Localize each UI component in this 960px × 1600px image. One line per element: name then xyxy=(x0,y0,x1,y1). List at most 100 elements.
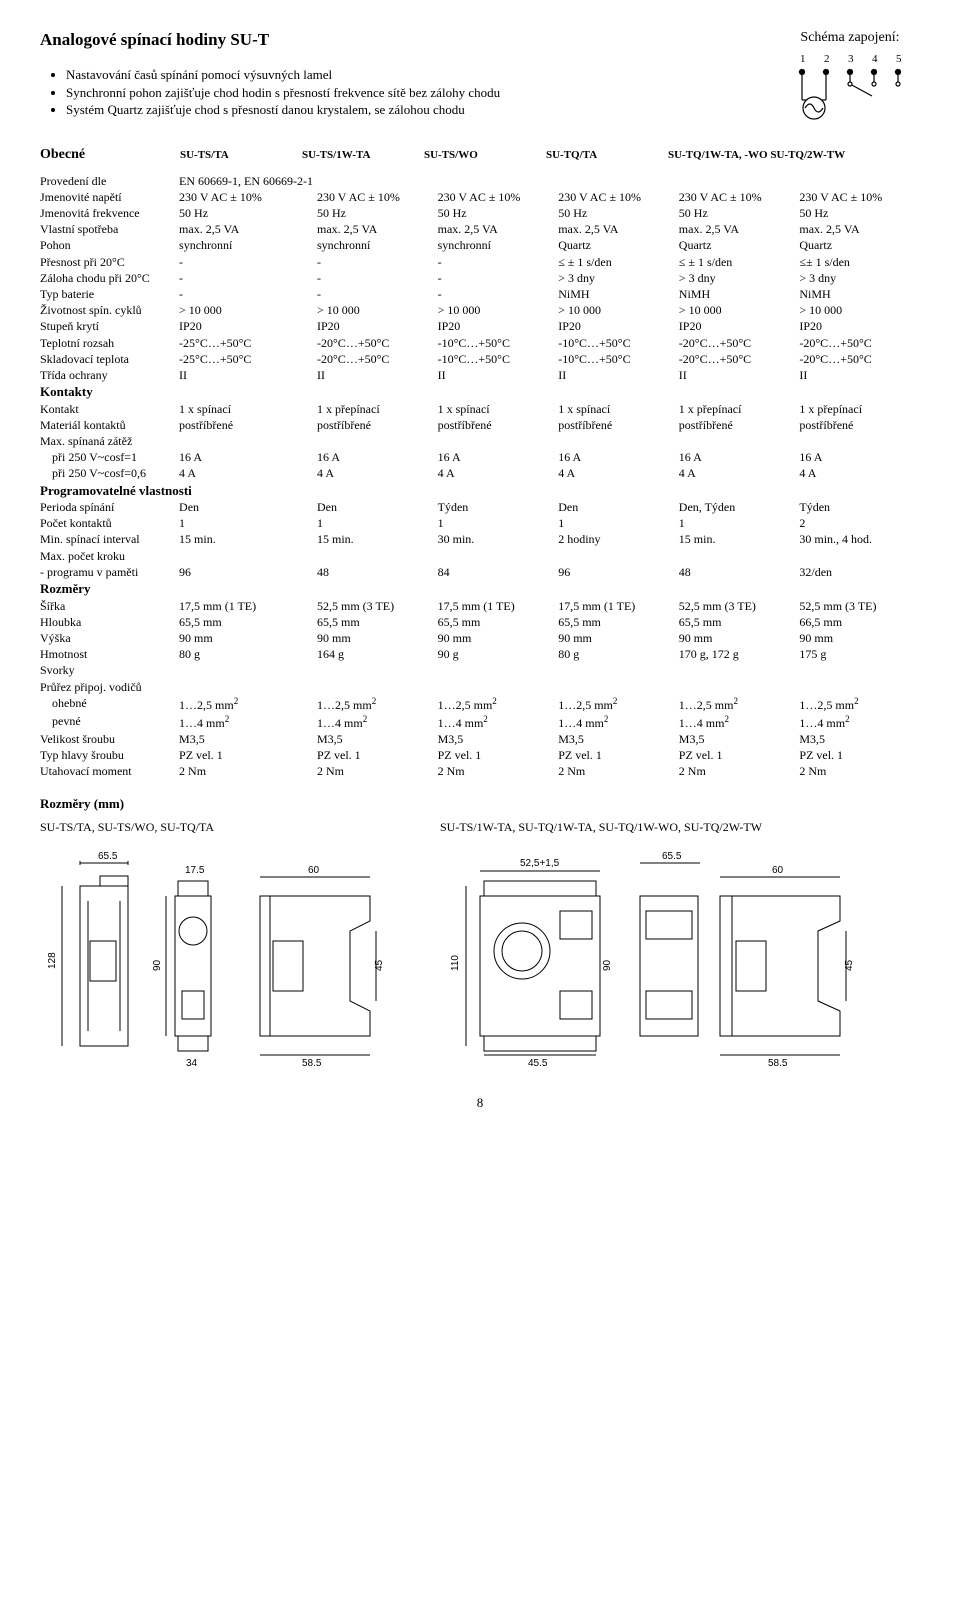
section-head: Rozměry xyxy=(40,580,920,598)
spec-cell: 52,5 mm (3 TE) xyxy=(679,598,800,614)
svg-text:4: 4 xyxy=(872,53,878,65)
spec-cell: PZ vel. 1 xyxy=(558,747,679,763)
spec-cell xyxy=(679,679,800,695)
spec-cell: -10°C…+50°C xyxy=(438,351,559,367)
spec-row-label: při 250 V~cosf=0,6 xyxy=(40,465,179,481)
spec-row-label: - programu v paměti xyxy=(40,564,179,580)
spec-cell xyxy=(438,679,559,695)
spec-cell: 1…2,5 mm2 xyxy=(317,695,438,713)
section-head: Kontakty xyxy=(40,383,920,401)
spec-cell: IP20 xyxy=(438,318,559,334)
col-header: SU-TQ/1W-TA, -WO SU-TQ/2W-TW xyxy=(668,149,912,161)
spec-cell: II xyxy=(799,367,920,383)
spec-cell: > 10 000 xyxy=(558,302,679,318)
spec-cell xyxy=(438,548,559,564)
spec-cell: - xyxy=(317,270,438,286)
drawing-caption: SU-TS/TA, SU-TS/WO, SU-TQ/TA xyxy=(40,820,400,835)
spec-cell: 84 xyxy=(438,564,559,580)
svg-text:5: 5 xyxy=(896,53,902,65)
spec-cell: 50 Hz xyxy=(317,205,438,221)
spec-cell: 16 A xyxy=(317,449,438,465)
spec-cell: postříbřené xyxy=(799,417,920,433)
spec-cell: synchronní xyxy=(438,237,559,253)
spec-cell: -10°C…+50°C xyxy=(558,351,679,367)
spec-cell: 52,5 mm (3 TE) xyxy=(317,598,438,614)
spec-cell: 1…2,5 mm2 xyxy=(799,695,920,713)
spec-cell: 4 A xyxy=(179,465,317,481)
spec-cell: Quartz xyxy=(679,237,800,253)
spec-cell: Quartz xyxy=(558,237,679,253)
spec-row-label: při 250 V~cosf=1 xyxy=(40,449,179,465)
spec-cell: 170 g, 172 g xyxy=(679,646,800,662)
spec-row-label: Materiál kontaktů xyxy=(40,417,179,433)
spec-cell: IP20 xyxy=(179,318,317,334)
spec-cell: 1…2,5 mm2 xyxy=(558,695,679,713)
spec-cell: Den xyxy=(558,499,679,515)
spec-cell: 16 A xyxy=(438,449,559,465)
spec-row-label: Kontakt xyxy=(40,401,179,417)
spec-cell: 16 A xyxy=(679,449,800,465)
spec-row-label: Stupeň krytí xyxy=(40,318,179,334)
svg-text:52,5+1,5: 52,5+1,5 xyxy=(520,858,560,869)
spec-cell: M3,5 xyxy=(679,731,800,747)
spec-cell: PZ vel. 1 xyxy=(799,747,920,763)
spec-cell xyxy=(558,173,679,189)
spec-row-label: Šířka xyxy=(40,598,179,614)
spec-cell: 50 Hz xyxy=(679,205,800,221)
spec-table: Provedení dleEN 60669-1, EN 60669-2-1Jme… xyxy=(40,173,920,780)
spec-cell: PZ vel. 1 xyxy=(679,747,800,763)
svg-text:1: 1 xyxy=(800,53,806,65)
spec-cell: II xyxy=(679,367,800,383)
spec-cell xyxy=(558,679,679,695)
spec-cell xyxy=(317,548,438,564)
spec-cell: 16 A xyxy=(179,449,317,465)
spec-row-label: Max. spínaná zátěž xyxy=(40,433,179,449)
spec-cell: 2 Nm xyxy=(799,763,920,779)
spec-cell: -20°C…+50°C xyxy=(317,351,438,367)
spec-cell: II xyxy=(317,367,438,383)
spec-cell: max. 2,5 VA xyxy=(317,221,438,237)
spec-cell xyxy=(317,679,438,695)
spec-row-label: Záloha chodu při 20°C xyxy=(40,270,179,286)
spec-cell xyxy=(179,548,317,564)
spec-cell xyxy=(558,662,679,678)
spec-cell: -20°C…+50°C xyxy=(799,335,920,351)
spec-row-label: Velikost šroubu xyxy=(40,731,179,747)
spec-row-label: Přesnost při 20°C xyxy=(40,254,179,270)
spec-cell xyxy=(679,548,800,564)
spec-cell: > 10 000 xyxy=(679,302,800,318)
spec-cell: 15 min. xyxy=(679,531,800,547)
spec-cell: - xyxy=(317,254,438,270)
spec-cell: 1 x spínací xyxy=(438,401,559,417)
spec-cell: ≤ ± 1 s/den xyxy=(679,254,800,270)
spec-row-label: Hloubka xyxy=(40,614,179,630)
spec-cell: 66,5 mm xyxy=(799,614,920,630)
spec-cell: NiMH xyxy=(558,286,679,302)
spec-cell: 230 V AC ± 10% xyxy=(317,189,438,205)
spec-row-label: Výška xyxy=(40,630,179,646)
spec-cell: NiMH xyxy=(799,286,920,302)
spec-cell: 1 xyxy=(438,515,559,531)
drawing-caption: SU-TS/1W-TA, SU-TQ/1W-TA, SU-TQ/1W-WO, S… xyxy=(440,820,880,835)
spec-cell xyxy=(679,433,800,449)
spec-cell: > 3 dny xyxy=(679,270,800,286)
spec-cell: 1 x spínací xyxy=(179,401,317,417)
spec-cell: 96 xyxy=(179,564,317,580)
spec-cell xyxy=(679,173,800,189)
spec-cell: 2 Nm xyxy=(438,763,559,779)
svg-text:60: 60 xyxy=(772,865,784,876)
spec-cell: 1…4 mm2 xyxy=(317,713,438,731)
spec-cell: - xyxy=(438,286,559,302)
spec-cell: -20°C…+50°C xyxy=(799,351,920,367)
svg-text:128: 128 xyxy=(47,952,58,969)
spec-row-label: Pohon xyxy=(40,237,179,253)
spec-cell: 30 min., 4 hod. xyxy=(799,531,920,547)
spec-cell: 90 g xyxy=(438,646,559,662)
spec-row-label: Jmenovité napětí xyxy=(40,189,179,205)
spec-cell xyxy=(799,548,920,564)
spec-row-label: Počet kontaktů xyxy=(40,515,179,531)
spec-cell: 50 Hz xyxy=(179,205,317,221)
spec-cell xyxy=(317,662,438,678)
spec-cell: M3,5 xyxy=(799,731,920,747)
spec-cell: 16 A xyxy=(558,449,679,465)
